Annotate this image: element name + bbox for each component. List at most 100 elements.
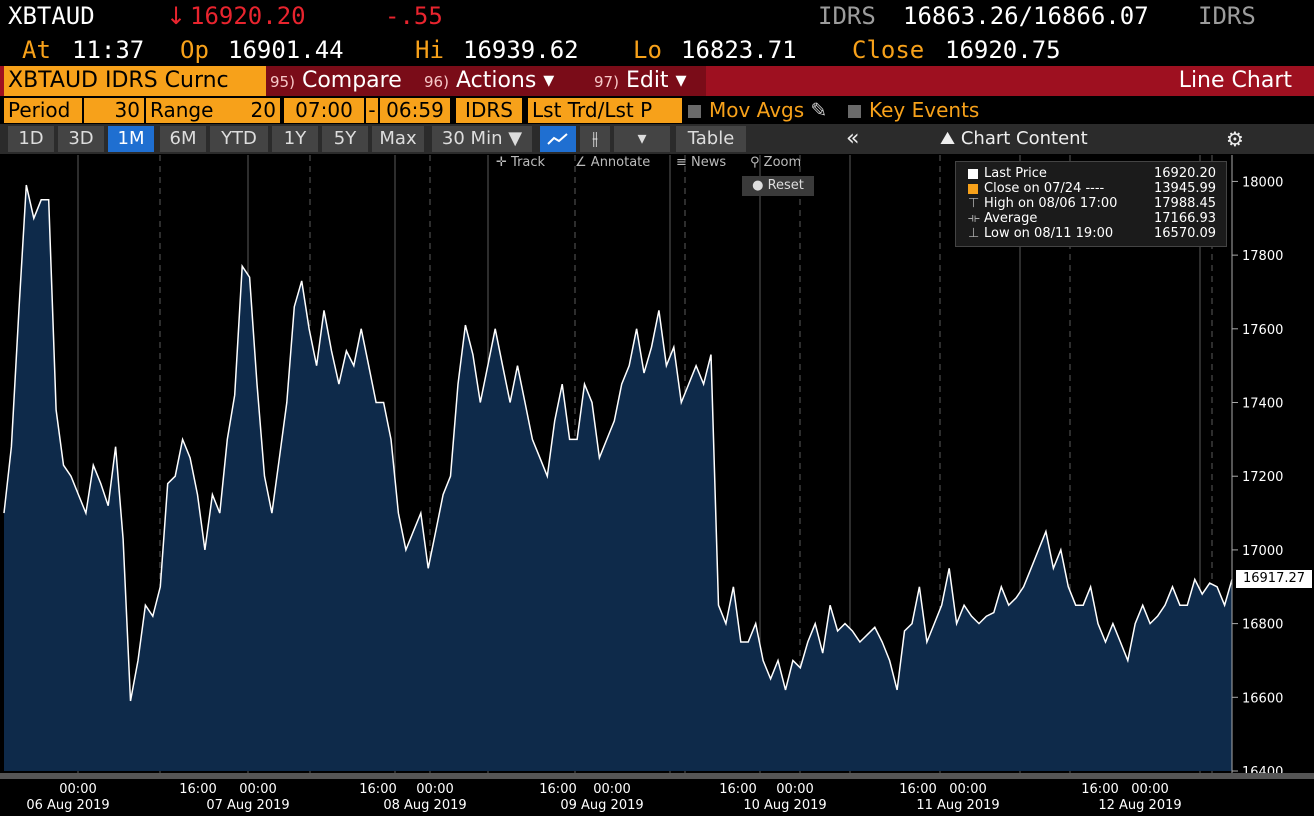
security-field[interactable]: XBTAUD IDRS Curnc: [4, 66, 266, 96]
mov-avgs-checkbox[interactable]: [688, 105, 701, 118]
quote-header: XBTAUD ↓ 16920.20 -.55 IDRS 16863.26/168…: [0, 0, 1314, 34]
range-button-1m[interactable]: 1M: [108, 126, 154, 152]
at-label: At: [22, 36, 51, 64]
annotate-tool[interactable]: ∠ Annotate: [575, 155, 650, 170]
actions-number: 96): [424, 73, 449, 91]
mov-avgs-label: Mov Avgs: [709, 98, 805, 122]
gear-icon[interactable]: ⚙: [1226, 127, 1244, 151]
interval-dropdown[interactable]: 30 Min ▼: [432, 126, 532, 152]
y-tick-label: 17600: [1242, 323, 1283, 338]
legend-value: 17988.45: [1154, 196, 1217, 211]
ticker: XBTAUD: [8, 2, 95, 30]
start-time-field[interactable]: 07:00: [284, 98, 364, 123]
range-button-max[interactable]: Max: [372, 126, 424, 152]
chart-legend[interactable]: Last Price 16920.20 Close on 07/24 ---- …: [955, 161, 1227, 247]
close-value: 16920.75: [945, 36, 1061, 64]
close-label: Close: [852, 36, 925, 64]
command-bar: XBTAUD IDRS Curnc 95) Compare 96) Action…: [0, 66, 1314, 96]
bar-chart-icon[interactable]: ⫲: [580, 126, 610, 152]
compare-button[interactable]: 95) Compare: [266, 66, 420, 96]
function-title: Line Chart: [1178, 68, 1292, 93]
key-events-checkbox[interactable]: [848, 105, 861, 118]
legend-average: ⟛ Average: [968, 211, 1037, 226]
line-chart-icon[interactable]: [540, 126, 576, 152]
legend-label: Close on 07/24 ----: [984, 181, 1105, 196]
reset-button[interactable]: ● Reset: [742, 176, 814, 196]
legend-value: 17166.93: [1154, 211, 1217, 226]
low-marker-icon: ⊥: [968, 226, 980, 241]
x-tick-time: 16:00: [359, 782, 396, 797]
last-value-tag: 16917.27: [1236, 570, 1312, 588]
x-tick-time: 00:00: [949, 782, 986, 797]
average-marker-icon: ⟛: [968, 211, 980, 226]
pencil-icon[interactable]: ✎: [810, 98, 828, 122]
settings-bar: Period 30 Range 20 07:00 - 06:59 IDRS Ls…: [0, 97, 1314, 124]
chart-type-dropdown[interactable]: ▾: [614, 126, 670, 152]
legend-swatch-orange: [968, 183, 978, 194]
price-area: [4, 185, 1232, 772]
y-tick-label: 17400: [1242, 397, 1283, 412]
chart-toolbar: 1D 3D 1M 6M YTD 1Y 5Y Max 30 Min ▼ ⫲ ▾ Table « …: [0, 124, 1314, 154]
x-scrollbar: [0, 773, 1314, 779]
actions-button[interactable]: 96) Actions ▾: [420, 66, 590, 96]
range-label: Range: [146, 98, 220, 123]
x-tick-time: 16:00: [1081, 782, 1118, 797]
bid-ask: 16863.26/16866.07: [903, 2, 1149, 30]
news-tool[interactable]: ≡ News: [676, 155, 726, 170]
compare-label: Compare: [301, 68, 402, 93]
actions-label: Actions ▾: [455, 68, 555, 93]
range-field[interactable]: 20: [220, 98, 280, 123]
mov-avgs-toggle[interactable]: Mov Avgs ✎: [688, 98, 827, 123]
quote-stats: At 11:37 Op 16901.44 Hi 16939.62 Lo 1682…: [0, 34, 1314, 66]
high-marker-icon: ⊤: [968, 196, 980, 211]
edit-button[interactable]: 97) Edit ▾: [590, 66, 706, 96]
key-events-label: Key Events: [869, 98, 980, 122]
range-button-ytd[interactable]: YTD: [210, 126, 268, 152]
range-button-1d[interactable]: 1D: [8, 126, 54, 152]
range-button-6m[interactable]: 6M: [160, 126, 206, 152]
low-value: 16823.71: [681, 36, 797, 64]
y-tick-label: 18000: [1242, 175, 1283, 190]
period-field[interactable]: 30: [84, 98, 144, 123]
collapse-icon[interactable]: «: [846, 126, 860, 151]
y-tick-label: 17800: [1242, 249, 1283, 264]
annotate-icon: ∠: [575, 155, 587, 170]
x-tick-time: 16:00: [899, 782, 936, 797]
end-time-field[interactable]: 06:59: [380, 98, 450, 123]
high-label: Hi: [415, 36, 444, 64]
track-tool[interactable]: ✛ Track: [496, 155, 545, 170]
price-chart[interactable]: 18000 17800 17600 17400 17200 17000 16800 16600…: [0, 155, 1314, 816]
annotate-label: Annotate: [590, 155, 651, 170]
last-price: 16920.20: [190, 2, 306, 30]
chart-icon: ⛰: [940, 128, 956, 149]
at-time: 11:37: [72, 36, 145, 64]
source-left: IDRS: [818, 2, 876, 30]
chart-content-button[interactable]: ⛰ Chart Content: [940, 126, 1088, 152]
x-tick-time: 00:00: [776, 782, 813, 797]
key-events-toggle[interactable]: Key Events: [848, 98, 979, 123]
legend-low: ⊥ Low on 08/11 19:00: [968, 226, 1113, 241]
fields-dropdown[interactable]: Lst Trd/Lst P: [528, 98, 682, 123]
zoom-label: Zoom: [763, 155, 802, 170]
x-tick-date: 10 Aug 2019: [743, 798, 826, 813]
zoom-tool[interactable]: ⚲ Zoom: [750, 155, 801, 170]
time-separator: -: [366, 98, 378, 123]
legend-label: Average: [984, 211, 1038, 226]
source-field[interactable]: IDRS: [456, 98, 522, 123]
legend-label: High on 08/06 17:00: [984, 196, 1118, 211]
legend-label: Low on 08/11 19:00: [984, 226, 1114, 241]
y-tick-label: 17000: [1242, 544, 1283, 559]
range-button-3d[interactable]: 3D: [58, 126, 104, 152]
x-tick-time: 00:00: [59, 782, 96, 797]
range-button-1y[interactable]: 1Y: [272, 126, 318, 152]
x-tick-time: 00:00: [1131, 782, 1168, 797]
x-tick-date: 09 Aug 2019: [560, 798, 643, 813]
table-button[interactable]: Table: [676, 126, 746, 152]
x-tick-date: 06 Aug 2019: [26, 798, 109, 813]
x-tick-time: 16:00: [719, 782, 756, 797]
search-icon: ⚲: [750, 155, 760, 170]
range-button-5y[interactable]: 5Y: [322, 126, 368, 152]
down-arrow-icon: ↓: [166, 2, 187, 30]
x-tick-time: 16:00: [539, 782, 576, 797]
legend-label: Last Price: [984, 166, 1047, 181]
